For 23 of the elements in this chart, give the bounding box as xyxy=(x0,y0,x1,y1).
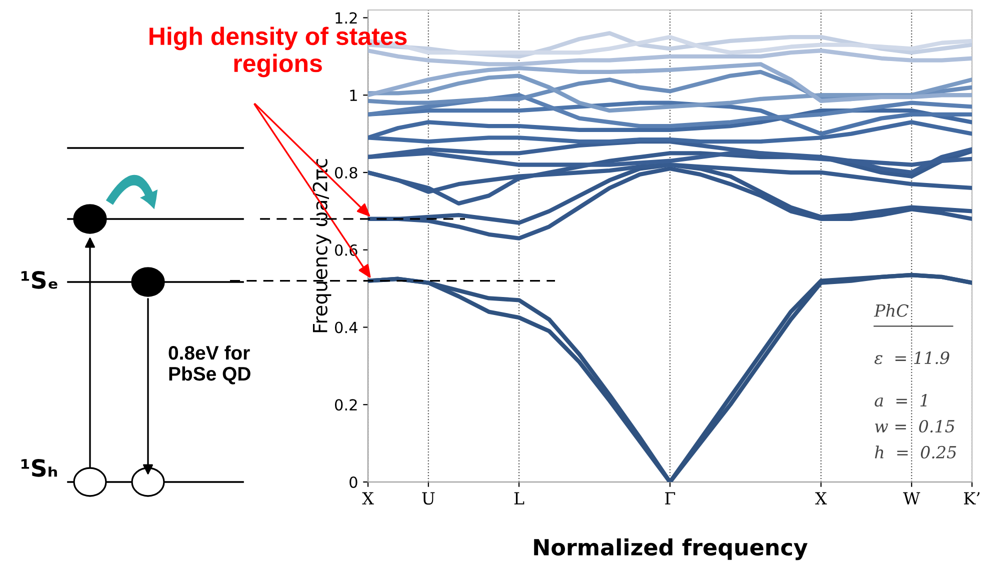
y-tick-label: 1.2 xyxy=(336,12,357,24)
y-tick-label: 0.8 xyxy=(334,166,358,179)
annotation: w = 0.15 xyxy=(875,420,954,433)
x-tick-label: X xyxy=(815,492,827,504)
x-tick-label: K’ xyxy=(964,492,980,504)
x-axis-title: Normalized frequency xyxy=(534,538,808,560)
annotation: h = 0.25 xyxy=(874,446,956,459)
x-tick-label: L xyxy=(514,492,524,504)
annotation: a = 1 xyxy=(874,394,927,407)
x-tick-label: X xyxy=(362,492,374,504)
y-tick-label: 0 xyxy=(350,476,358,488)
x-tick-label: W xyxy=(903,492,920,504)
x-tick-label: U xyxy=(422,492,435,505)
text: ¹Sₑ xyxy=(21,270,58,289)
annotation: High density of states regions xyxy=(150,26,407,78)
x-tick-label: Γ xyxy=(665,492,676,504)
text: ¹Sₕ xyxy=(21,458,57,477)
annotation: ε = 11.9 xyxy=(874,352,950,364)
y-tick-label: 1 xyxy=(350,90,357,101)
y-tick-label: 0.2 xyxy=(334,399,357,411)
text: 0.8eV for PbSe QD xyxy=(168,345,250,384)
y-tick-label: 0.4 xyxy=(334,322,358,334)
annotation: PhC xyxy=(874,304,909,317)
